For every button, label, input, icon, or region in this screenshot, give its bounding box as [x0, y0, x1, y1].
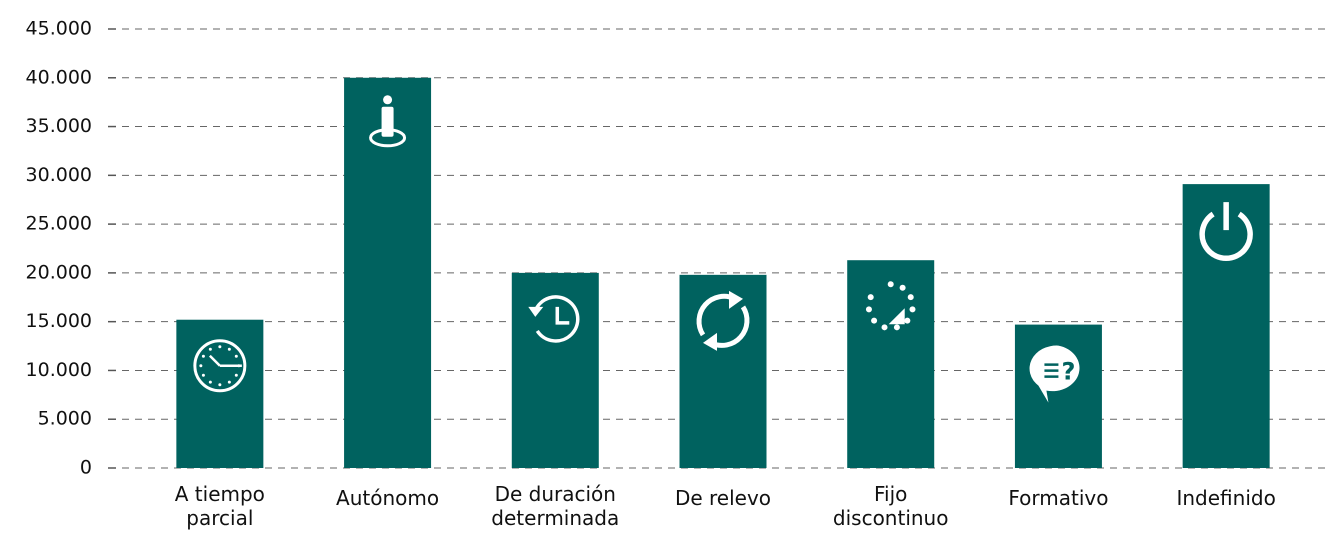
x-tick-label: Indefinido [1176, 486, 1276, 510]
icon [703, 290, 743, 351]
icon [208, 347, 212, 351]
icon [904, 317, 911, 324]
bar-icon [1199, 202, 1253, 261]
bar [679, 274, 767, 468]
icon [907, 294, 914, 301]
icon [234, 373, 238, 377]
icon [1029, 345, 1080, 403]
bar-icon [528, 295, 580, 343]
bar [847, 260, 935, 468]
x-tick-label: De relevo [674, 486, 772, 510]
icon [218, 345, 222, 349]
y-tick-label: 5.000 [38, 408, 92, 430]
bar [511, 272, 599, 468]
y-tick-label: 20.000 [26, 261, 92, 283]
icon [865, 306, 872, 313]
icon [696, 293, 750, 348]
icon [888, 308, 905, 325]
bar-icon: ? [1029, 345, 1080, 403]
icon [893, 324, 900, 331]
icon [871, 317, 878, 324]
icon [199, 364, 203, 368]
icon [201, 354, 205, 358]
x-tick-label: Formativo [1008, 486, 1109, 510]
y-tick-label: 30.000 [26, 164, 92, 186]
icon [533, 295, 580, 343]
icon [234, 354, 238, 358]
icon [227, 380, 231, 384]
bar [344, 77, 432, 469]
icon [218, 383, 222, 387]
icon [227, 347, 231, 351]
x-tick-label: A tiempo parcial [174, 482, 265, 530]
icon [1199, 211, 1253, 261]
bar-icon [369, 95, 407, 148]
icon: ? [1061, 358, 1075, 386]
icon [867, 294, 874, 301]
y-tick-label: 25.000 [26, 213, 92, 235]
y-tick-label: 10.000 [26, 359, 92, 381]
bar [1182, 184, 1270, 468]
x-tick-label: De duración determinada [491, 482, 620, 530]
icon [237, 364, 241, 368]
x-tick-label: Fijo discontinuo [832, 482, 949, 530]
y-tick-label: 15.000 [26, 310, 92, 332]
x-tick-label: Autónomo [336, 486, 440, 510]
y-tick-label: 40.000 [26, 66, 92, 88]
icon [555, 306, 570, 325]
bar-icon [696, 290, 750, 351]
bar-icon [193, 339, 247, 393]
icon [201, 373, 205, 377]
y-tick-label: 45.000 [26, 18, 92, 40]
bar [176, 319, 264, 468]
icon [881, 324, 888, 331]
icon [899, 284, 906, 291]
icon [887, 281, 894, 288]
icon [383, 95, 393, 105]
icon [381, 106, 394, 137]
y-tick-label: 0 [80, 457, 92, 479]
y-tick-label: 35.000 [26, 115, 92, 137]
icon [208, 380, 212, 384]
icon [193, 339, 247, 393]
bar-icon [865, 281, 916, 331]
icon [1044, 363, 1059, 378]
icon [909, 306, 916, 313]
icon [528, 306, 544, 317]
